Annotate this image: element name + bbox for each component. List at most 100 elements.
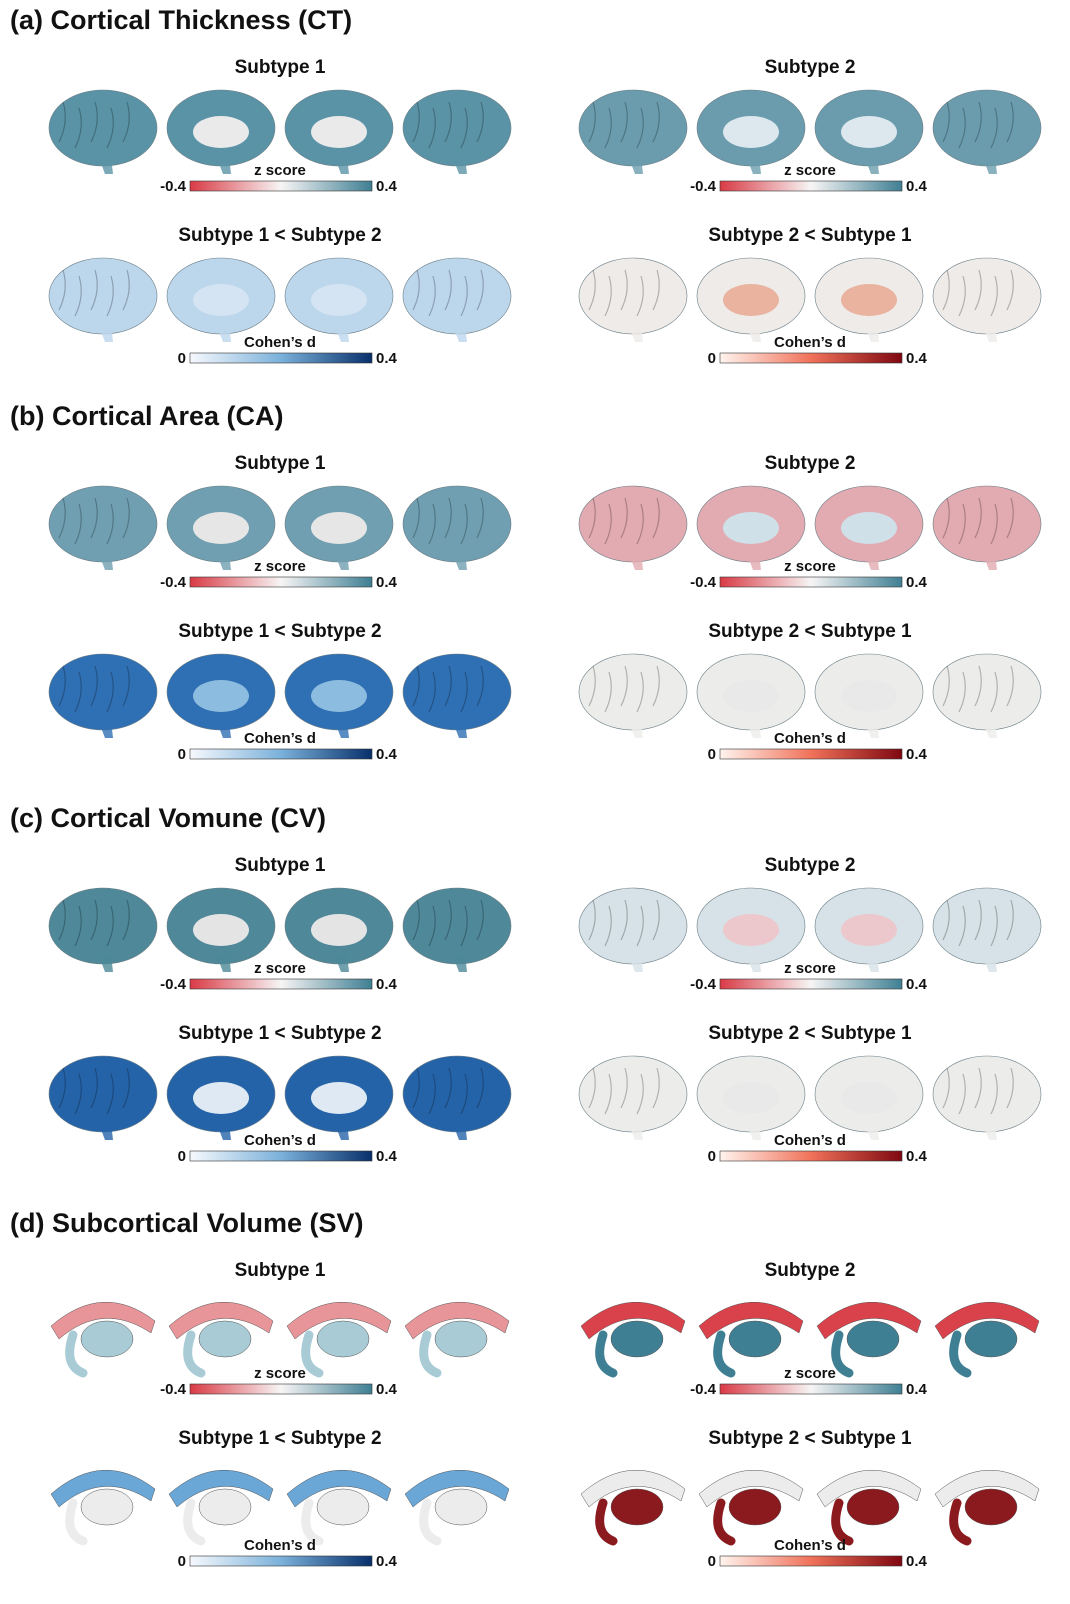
medial-wall xyxy=(841,284,897,316)
colorbar-min: 0 xyxy=(708,1148,716,1165)
brain xyxy=(167,654,275,738)
brain xyxy=(933,486,1041,570)
brain xyxy=(49,258,157,342)
medial-wall xyxy=(841,1082,897,1114)
colorbar xyxy=(190,979,372,989)
brain-surface xyxy=(933,888,1041,964)
brain-surface xyxy=(579,486,687,562)
colorbar-max: 0.4 xyxy=(906,976,928,993)
colorbar-max: 0.4 xyxy=(906,574,928,591)
medial-wall xyxy=(193,914,249,946)
colorbar-max: 0.4 xyxy=(376,574,398,591)
brain xyxy=(285,1056,393,1140)
medial-wall xyxy=(841,680,897,712)
section-title: (a) Cortical Thickness (CT) xyxy=(10,5,352,35)
brain-surface xyxy=(579,888,687,964)
medial-wall xyxy=(723,512,779,544)
colorbar-max: 0.4 xyxy=(376,1148,398,1165)
medial-wall xyxy=(723,1082,779,1114)
brain xyxy=(935,1470,1039,1541)
panel-title: Subtype 1 < Subtype 2 xyxy=(178,1023,381,1044)
brain-surface xyxy=(579,90,687,166)
medial-wall xyxy=(193,284,249,316)
brain-surface xyxy=(403,888,511,964)
brain xyxy=(287,1302,391,1373)
brain xyxy=(697,1056,805,1140)
brain xyxy=(405,1470,509,1541)
colorbar-max: 0.4 xyxy=(906,178,928,195)
scale-label: z score xyxy=(784,960,836,977)
brain xyxy=(933,90,1041,174)
brain-surface xyxy=(933,258,1041,334)
colorbar-max: 0.4 xyxy=(906,350,928,367)
colorbar xyxy=(190,749,372,759)
scale-label: z score xyxy=(784,162,836,179)
scale-label: Cohen’s d xyxy=(774,1132,846,1149)
medial-wall xyxy=(193,1082,249,1114)
colorbar-min: 0 xyxy=(708,1553,716,1570)
colorbar xyxy=(720,979,902,989)
putamen xyxy=(317,1489,369,1525)
panel-title: Subtype 2 xyxy=(765,855,856,876)
scale-label: z score xyxy=(254,558,306,575)
putamen xyxy=(317,1321,369,1357)
brain-surface xyxy=(49,654,157,730)
brain xyxy=(815,1056,923,1140)
brain xyxy=(49,90,157,174)
brain xyxy=(403,1056,511,1140)
brain xyxy=(49,1056,157,1140)
medial-wall xyxy=(311,116,367,148)
brain xyxy=(167,258,275,342)
brain xyxy=(579,888,687,972)
colorbar-min: -0.4 xyxy=(160,574,187,591)
colorbar-max: 0.4 xyxy=(376,1553,398,1570)
putamen xyxy=(965,1489,1017,1525)
medial-wall xyxy=(193,116,249,148)
putamen xyxy=(965,1321,1017,1357)
brain xyxy=(51,1302,155,1373)
panel-title: Subtype 2 xyxy=(765,1260,856,1281)
brain-surface xyxy=(49,1056,157,1132)
medial-wall xyxy=(723,116,779,148)
brain xyxy=(933,258,1041,342)
brain-surface xyxy=(49,258,157,334)
medial-wall xyxy=(311,914,367,946)
scale-label: Cohen’s d xyxy=(244,1537,316,1554)
medial-wall xyxy=(841,116,897,148)
panel-title: Subtype 1 xyxy=(235,453,326,474)
scale-label: Cohen’s d xyxy=(774,1537,846,1554)
brain xyxy=(817,1302,921,1373)
scale-label: Cohen’s d xyxy=(774,730,846,747)
colorbar-min: 0 xyxy=(178,1148,186,1165)
panel-title: Subtype 2 < Subtype 1 xyxy=(708,621,912,642)
colorbar-max: 0.4 xyxy=(376,976,398,993)
brain xyxy=(581,1470,685,1541)
brain xyxy=(285,654,393,738)
brain xyxy=(579,90,687,174)
colorbar-min: 0 xyxy=(178,350,186,367)
brain xyxy=(49,486,157,570)
scale-label: z score xyxy=(254,162,306,179)
medial-wall xyxy=(311,1082,367,1114)
medial-wall xyxy=(723,680,779,712)
putamen xyxy=(81,1321,133,1357)
colorbar-max: 0.4 xyxy=(376,350,398,367)
section-title: (c) Cortical Vomune (CV) xyxy=(10,803,326,833)
medial-wall xyxy=(841,512,897,544)
panel-title: Subtype 1 < Subtype 2 xyxy=(178,621,381,642)
colorbar xyxy=(720,1556,902,1566)
colorbar-min: -0.4 xyxy=(160,1381,187,1398)
colorbar-max: 0.4 xyxy=(376,1381,398,1398)
colorbar-min: -0.4 xyxy=(160,178,187,195)
brain xyxy=(169,1470,273,1541)
panel-title: Subtype 1 < Subtype 2 xyxy=(178,225,381,246)
colorbar xyxy=(720,577,902,587)
brain-surface xyxy=(403,90,511,166)
brain-surface xyxy=(933,90,1041,166)
colorbar-max: 0.4 xyxy=(376,746,398,763)
putamen xyxy=(81,1489,133,1525)
scale-label: z score xyxy=(784,1365,836,1382)
panel-title: Subtype 1 xyxy=(235,57,326,78)
panel-title: Subtype 1 < Subtype 2 xyxy=(178,1428,381,1449)
brain xyxy=(287,1470,391,1541)
